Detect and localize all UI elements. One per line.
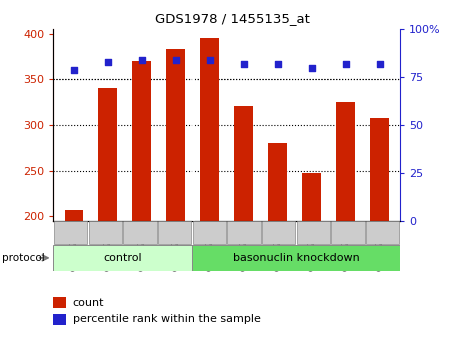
Bar [53, 297, 66, 308]
Bar [54, 221, 87, 245]
Point [70, 67, 78, 72]
Text: basonuclin knockdown: basonuclin knockdown [232, 253, 359, 263]
Bar [370, 118, 389, 221]
Bar [302, 174, 321, 221]
Point [138, 57, 146, 63]
Bar [234, 106, 253, 221]
Bar [65, 210, 83, 221]
Point [376, 61, 383, 67]
Bar [297, 221, 330, 245]
Text: protocol: protocol [2, 253, 45, 263]
Bar [99, 88, 117, 221]
Bar [53, 314, 66, 325]
Bar [133, 61, 151, 221]
Point [240, 61, 247, 67]
Point [206, 57, 213, 63]
Text: GDS1978 / 1455135_at: GDS1978 / 1455135_at [155, 12, 310, 25]
Point [104, 59, 112, 65]
Bar [193, 221, 226, 245]
Bar [166, 49, 185, 221]
Bar [53, 245, 192, 271]
Bar [331, 221, 365, 245]
Bar [192, 245, 400, 271]
Text: control: control [103, 253, 142, 263]
Bar [366, 221, 399, 245]
Bar [268, 143, 287, 221]
Text: count: count [73, 298, 104, 308]
Point [308, 65, 315, 70]
Bar [200, 38, 219, 221]
Text: percentile rank within the sample: percentile rank within the sample [73, 314, 260, 324]
Bar [89, 221, 122, 245]
Bar [262, 221, 295, 245]
Bar [227, 221, 261, 245]
Point [342, 61, 349, 67]
Bar [123, 221, 157, 245]
Point [172, 57, 179, 63]
Point [274, 61, 281, 67]
Bar [158, 221, 192, 245]
Bar [336, 102, 355, 221]
